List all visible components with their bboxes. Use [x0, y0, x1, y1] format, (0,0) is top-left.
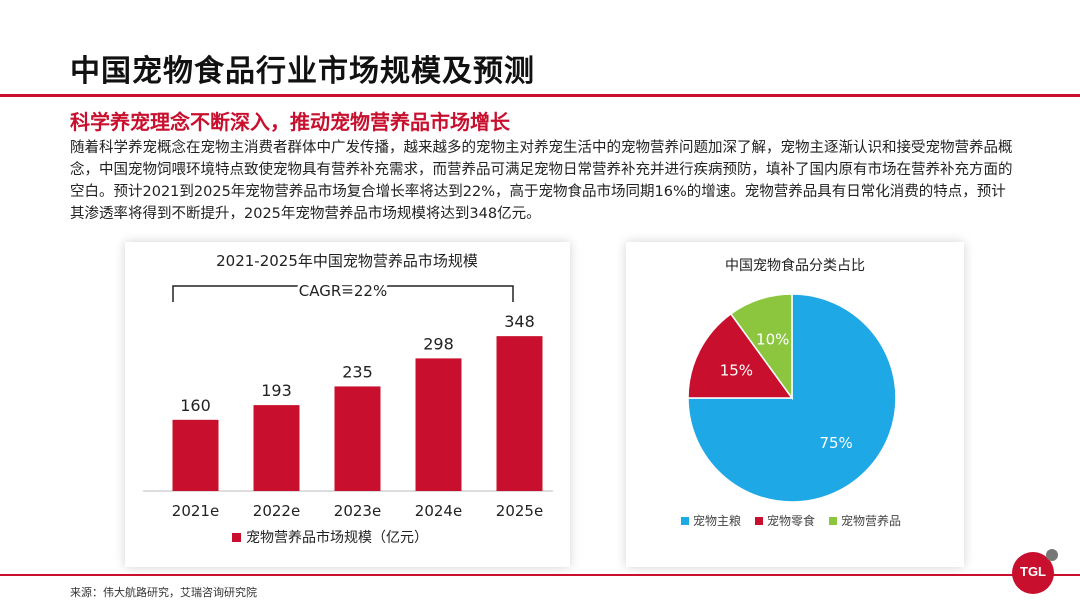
x-tick-label: 2021e [172, 502, 219, 520]
pie-legend-label: 宠物营养品 [841, 513, 901, 528]
bottom-divider [0, 574, 1080, 576]
cagr-bracket [172, 285, 514, 302]
pie-legend-label: 宠物零食 [767, 513, 815, 528]
bar-2022e [253, 405, 300, 491]
pie-slice-label: 75% [819, 434, 852, 452]
bar-2024e [415, 358, 462, 491]
pie-slice-2 [687, 312, 794, 399]
bar-legend-label: 宠物营养品市场规模（亿元） [246, 529, 428, 546]
bar-chart: 2021-2025年中国宠物营养品市场规模 CAGR=22% 160 2021e 1… [143, 252, 553, 546]
x-tick-label: 2023e [334, 502, 381, 520]
page-title: 中国宠物食品行业市场规模及预测 [70, 54, 535, 89]
bar-value-label: 298 [423, 334, 454, 353]
bar-value-label: 193 [261, 381, 292, 400]
pie-chart-panel: 中国宠物食品分类占比 75% 15% 10% 宠物主粮 宠物零食 宠物营养品 [626, 242, 964, 567]
bar-legend-swatch [232, 533, 241, 542]
pie-slice-3 [729, 293, 793, 401]
logo-text: TGL [1020, 564, 1046, 579]
bar-2023e [334, 386, 381, 491]
body-paragraph: 随着科学养宠概念在宠物主消费者群体中广发传播，越来越多的宠物主对养宠生活中的宠物… [70, 140, 1013, 222]
bar-value-label: 160 [180, 396, 211, 415]
bar-value-label: 348 [504, 312, 535, 331]
pie-slice-label: 15% [720, 362, 753, 380]
pie-legend-swatch [681, 517, 689, 525]
pie-legend-label: 宠物主粮 [693, 513, 741, 528]
pie-slice-label: 10% [756, 331, 789, 349]
pie-legend-swatch [755, 517, 763, 525]
x-tick-label: 2022e [253, 502, 300, 520]
logo-dot [1046, 549, 1058, 561]
bar-chart-title: 2021-2025年中国宠物营养品市场规模 [216, 252, 478, 270]
pie-chart-title: 中国宠物食品分类占比 [725, 257, 865, 274]
page-subtitle: 科学养宠理念不断深入，推动宠物营养品市场增长 [70, 110, 510, 134]
x-tick-label: 2024e [415, 502, 462, 520]
pie-legend-swatch [829, 517, 837, 525]
pie-slice-1 [687, 293, 897, 503]
bar-value-label: 235 [342, 362, 373, 381]
cagr-label: CAGR=22% [299, 282, 387, 300]
title-divider [0, 94, 1080, 97]
bar-2021e [172, 419, 219, 491]
bar-chart-panel: 2021-2025年中国宠物营养品市场规模 CAGR=22% 160 2021e 1… [125, 242, 570, 567]
x-tick-label: 2025e [496, 502, 543, 520]
source-note: 来源：伟大航路研究，艾瑞咨询研究院 [70, 586, 257, 599]
pie-chart: 中国宠物食品分类占比 75% 15%10% 宠物主粮 宠物零食 宠物营养品 [681, 257, 901, 528]
bar-2025e [496, 336, 543, 491]
